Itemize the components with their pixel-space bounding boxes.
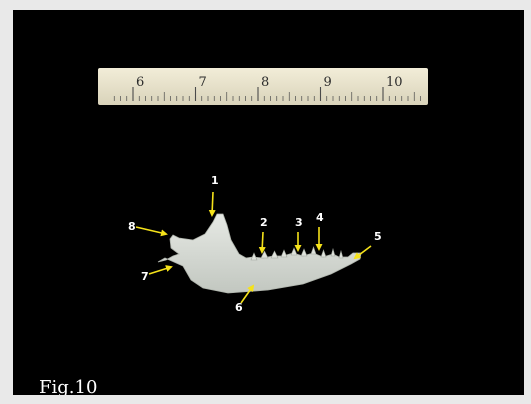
tooth [310,246,317,255]
callout-arrow-2 [258,231,266,254]
callout-number-7: 7 [141,270,149,283]
callout-labels: 1 2 3 4 5 6 7 8 [128,174,382,314]
ruler-number: 7 [199,75,207,90]
teeth-row [250,246,344,261]
ruler: 6 7 8 9 10 [98,68,428,105]
tooth [280,249,288,258]
ruler-ticks [113,87,421,101]
tooth [338,249,344,259]
callout-number-4: 4 [316,211,324,224]
ruler-number: 9 [324,75,332,90]
ruler-numbers: 6 7 8 9 10 [136,75,403,90]
callout-number-6: 6 [235,301,243,314]
callout-arrow-1 [208,191,216,217]
figure-label: Fig.10 [39,377,98,395]
tooth [320,249,327,258]
callout-number-8: 8 [128,220,136,233]
callout-number-5: 5 [374,230,382,243]
callout-arrow-6 [240,284,255,304]
tooth [290,247,298,256]
photo-svg: 6 7 8 9 10 1 2 3 4 5 6 7 8 [98,68,428,314]
callout-number-3: 3 [295,216,303,229]
callout-number-2: 2 [260,216,268,229]
mandible-bone [157,213,362,294]
tooth [260,250,269,259]
ruler-body [98,68,428,105]
callout-arrow-8 [135,226,168,237]
ruler-number: 6 [136,75,144,90]
tooth [270,250,279,259]
ruler-number: 8 [261,75,269,90]
tooth [250,252,258,261]
callout-number-1: 1 [211,174,219,187]
callout-arrows [135,191,372,304]
ruler-number: 10 [386,75,403,90]
callout-arrow-7 [148,265,173,275]
tooth [330,247,336,257]
tooth [300,248,308,257]
callout-arrow-5 [353,245,372,260]
